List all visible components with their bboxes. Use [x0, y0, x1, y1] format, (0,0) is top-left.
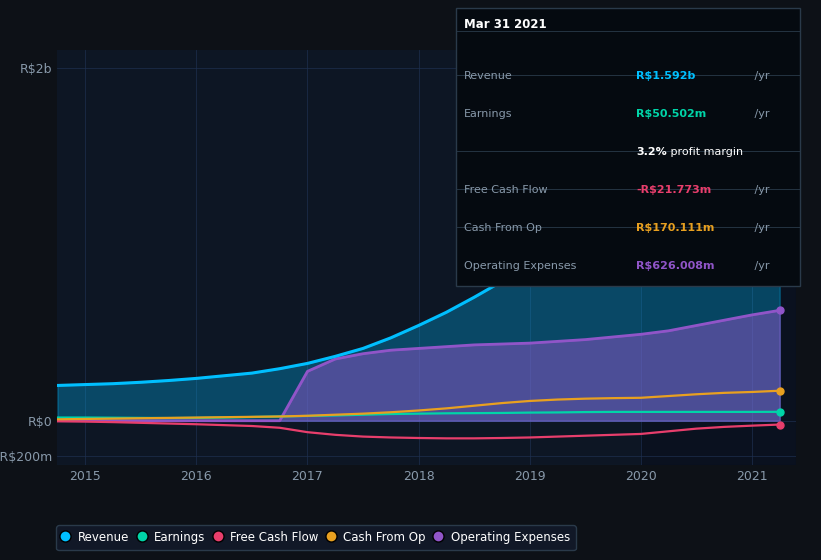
- Text: Operating Expenses: Operating Expenses: [464, 261, 576, 271]
- Text: /yr: /yr: [751, 109, 770, 119]
- Text: /yr: /yr: [751, 185, 770, 195]
- Text: Mar 31 2021: Mar 31 2021: [464, 18, 547, 31]
- Text: profit margin: profit margin: [667, 147, 744, 157]
- Text: -R$21.773m: -R$21.773m: [636, 185, 712, 195]
- Legend: Revenue, Earnings, Free Cash Flow, Cash From Op, Operating Expenses: Revenue, Earnings, Free Cash Flow, Cash …: [57, 525, 576, 550]
- Text: Free Cash Flow: Free Cash Flow: [464, 185, 548, 195]
- Text: /yr: /yr: [751, 261, 770, 271]
- Text: R$626.008m: R$626.008m: [636, 261, 715, 271]
- Text: Earnings: Earnings: [464, 109, 512, 119]
- Text: 3.2%: 3.2%: [636, 147, 667, 157]
- Text: /yr: /yr: [751, 71, 770, 81]
- Text: Revenue: Revenue: [464, 71, 512, 81]
- Bar: [641, 50, 796, 465]
- Text: R$50.502m: R$50.502m: [636, 109, 707, 119]
- Text: R$170.111m: R$170.111m: [636, 223, 714, 233]
- Text: Cash From Op: Cash From Op: [464, 223, 542, 233]
- Text: /yr: /yr: [751, 223, 770, 233]
- Text: R$1.592b: R$1.592b: [636, 71, 695, 81]
